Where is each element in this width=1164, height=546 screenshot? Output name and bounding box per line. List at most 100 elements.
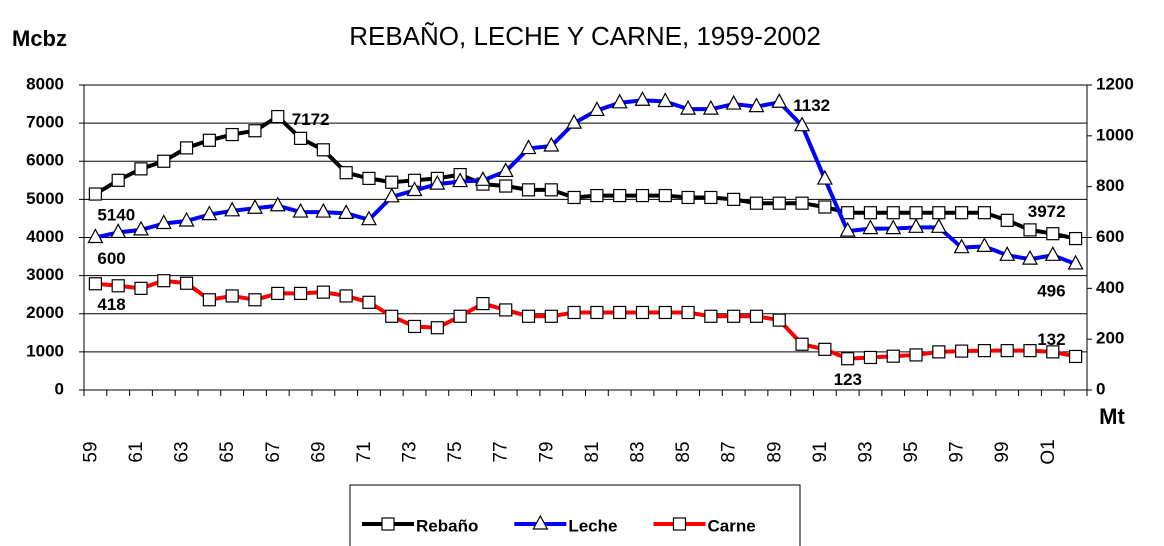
- data-point: [1023, 344, 1037, 358]
- series-line: [95, 278, 1076, 361]
- data-point: [315, 202, 332, 218]
- x-tick-label: 63: [172, 441, 193, 462]
- data-point: [520, 139, 537, 155]
- x-tick-label: 59: [80, 441, 101, 462]
- y-tick-label: 6000: [26, 151, 64, 170]
- data-point: [658, 305, 672, 320]
- data-point: [818, 342, 832, 356]
- y2-tick-label: 600: [1096, 227, 1124, 246]
- x-tick-label: 99: [992, 441, 1013, 462]
- data-point: [613, 305, 627, 320]
- data-point: [474, 171, 491, 186]
- x-tick-label: 95: [901, 441, 922, 462]
- x-tick-label: 71: [354, 441, 375, 462]
- data-point: [407, 319, 422, 334]
- data-point: [658, 188, 672, 203]
- data-point: [1023, 223, 1037, 237]
- data-label: 5140: [97, 206, 135, 225]
- data-point: [385, 309, 399, 323]
- y-tick-label: 8000: [26, 74, 64, 93]
- y-tick-label: 0: [55, 379, 64, 398]
- data-point: [225, 289, 239, 303]
- y-tick-label: 2000: [26, 303, 64, 322]
- data-point: [497, 162, 514, 178]
- data-point: [499, 179, 513, 193]
- data-point: [248, 293, 262, 307]
- data-point: [1044, 246, 1061, 261]
- x-tick-label: 97: [947, 441, 968, 462]
- y-tick-label: 3000: [26, 265, 64, 284]
- y2-tick-label: 0: [1096, 379, 1105, 398]
- data-point: [977, 344, 992, 358]
- data-point: [1000, 344, 1014, 358]
- data-point: [771, 93, 788, 108]
- data-point: [680, 99, 697, 115]
- data-point: [452, 172, 469, 188]
- data-point: [271, 286, 285, 301]
- y2-tick-label: 800: [1096, 176, 1124, 195]
- data-point: [157, 154, 171, 168]
- x-tick-label: O1: [1038, 439, 1059, 464]
- data-point: [1069, 231, 1083, 246]
- data-point: [293, 131, 308, 145]
- data-point: [635, 188, 650, 203]
- data-point: [953, 238, 970, 254]
- x-tick-label: 77: [491, 441, 512, 462]
- data-point: [429, 174, 446, 190]
- x-tick-label: 69: [308, 441, 329, 462]
- data-point: [1046, 227, 1060, 241]
- data-point: [932, 345, 946, 359]
- data-point: [406, 181, 423, 197]
- data-label: 600: [97, 249, 125, 268]
- data-point: [499, 303, 513, 317]
- data-point: [246, 199, 263, 214]
- data-point: [590, 188, 604, 203]
- data-point: [179, 141, 194, 155]
- data-point: [635, 305, 650, 320]
- data-point: [293, 286, 308, 301]
- data-label: 496: [1037, 281, 1065, 300]
- y2-tick-label: 1200: [1096, 74, 1134, 93]
- data-point: [543, 136, 560, 152]
- data-point: [88, 187, 102, 201]
- data-point: [339, 289, 353, 303]
- data-point: [111, 279, 125, 293]
- data-point: [1000, 213, 1014, 227]
- data-point: [704, 309, 718, 323]
- data-point: [202, 293, 216, 307]
- data-point: [588, 101, 605, 117]
- data-point: [930, 218, 947, 233]
- data-point: [521, 309, 536, 323]
- data-point: [1022, 249, 1039, 265]
- data-point: [932, 206, 946, 220]
- data-point: [476, 296, 490, 311]
- legend-marker: [381, 517, 395, 531]
- data-point: [544, 183, 558, 197]
- series-line: [94, 114, 1077, 241]
- data-point: [362, 295, 376, 309]
- data-point: [292, 202, 309, 218]
- data-label: 3972: [1028, 202, 1066, 221]
- data-point: [566, 113, 583, 129]
- x-tick-label: 93: [855, 441, 876, 462]
- data-point: [201, 205, 218, 221]
- data-point: [977, 206, 992, 220]
- data-point: [316, 285, 330, 299]
- data-point: [362, 171, 376, 186]
- data-point: [225, 127, 239, 142]
- data-point: [863, 350, 878, 365]
- x-tick-label: 79: [536, 441, 557, 462]
- data-point: [955, 206, 969, 220]
- x-tick-label: 87: [719, 441, 740, 462]
- data-label: 1132: [793, 96, 830, 115]
- data-point: [338, 204, 355, 219]
- legend-label: Leche: [568, 516, 617, 535]
- data-point: [1067, 254, 1084, 270]
- legend-label: Rebaño: [416, 516, 478, 535]
- data-point: [725, 94, 742, 110]
- x-tick-label: 91: [810, 441, 831, 462]
- y2-tick-label: 1000: [1096, 125, 1134, 144]
- data-point: [818, 200, 832, 214]
- x-tick-label: 89: [764, 441, 785, 462]
